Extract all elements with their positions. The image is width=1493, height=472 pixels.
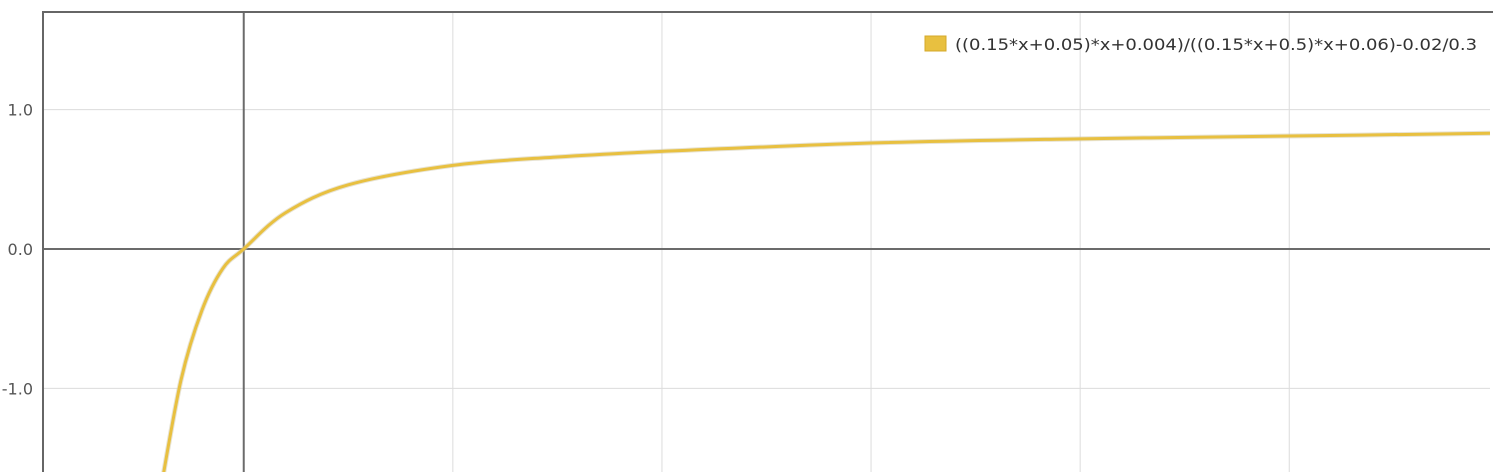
grid-lines [43,12,1490,472]
legend-label: ((0.15*x+0.05)*x+0.004)/((0.15*x+0.5)*x+… [955,35,1477,54]
axes [43,12,1490,472]
y-tick-label: 1.0 [8,101,33,120]
y-tick-label: -1.0 [2,379,33,398]
tick-labels: 1.0 0.0 -1.0 [2,101,33,399]
legend: ((0.15*x+0.05)*x+0.004)/((0.15*x+0.5)*x+… [924,35,1477,54]
series-line-shadow [161,130,1491,472]
series-line [162,131,1491,472]
plot-frame [42,11,1493,472]
legend-swatch [924,35,947,52]
y-tick-label: 0.0 [8,240,33,259]
series-layer [161,130,1491,472]
